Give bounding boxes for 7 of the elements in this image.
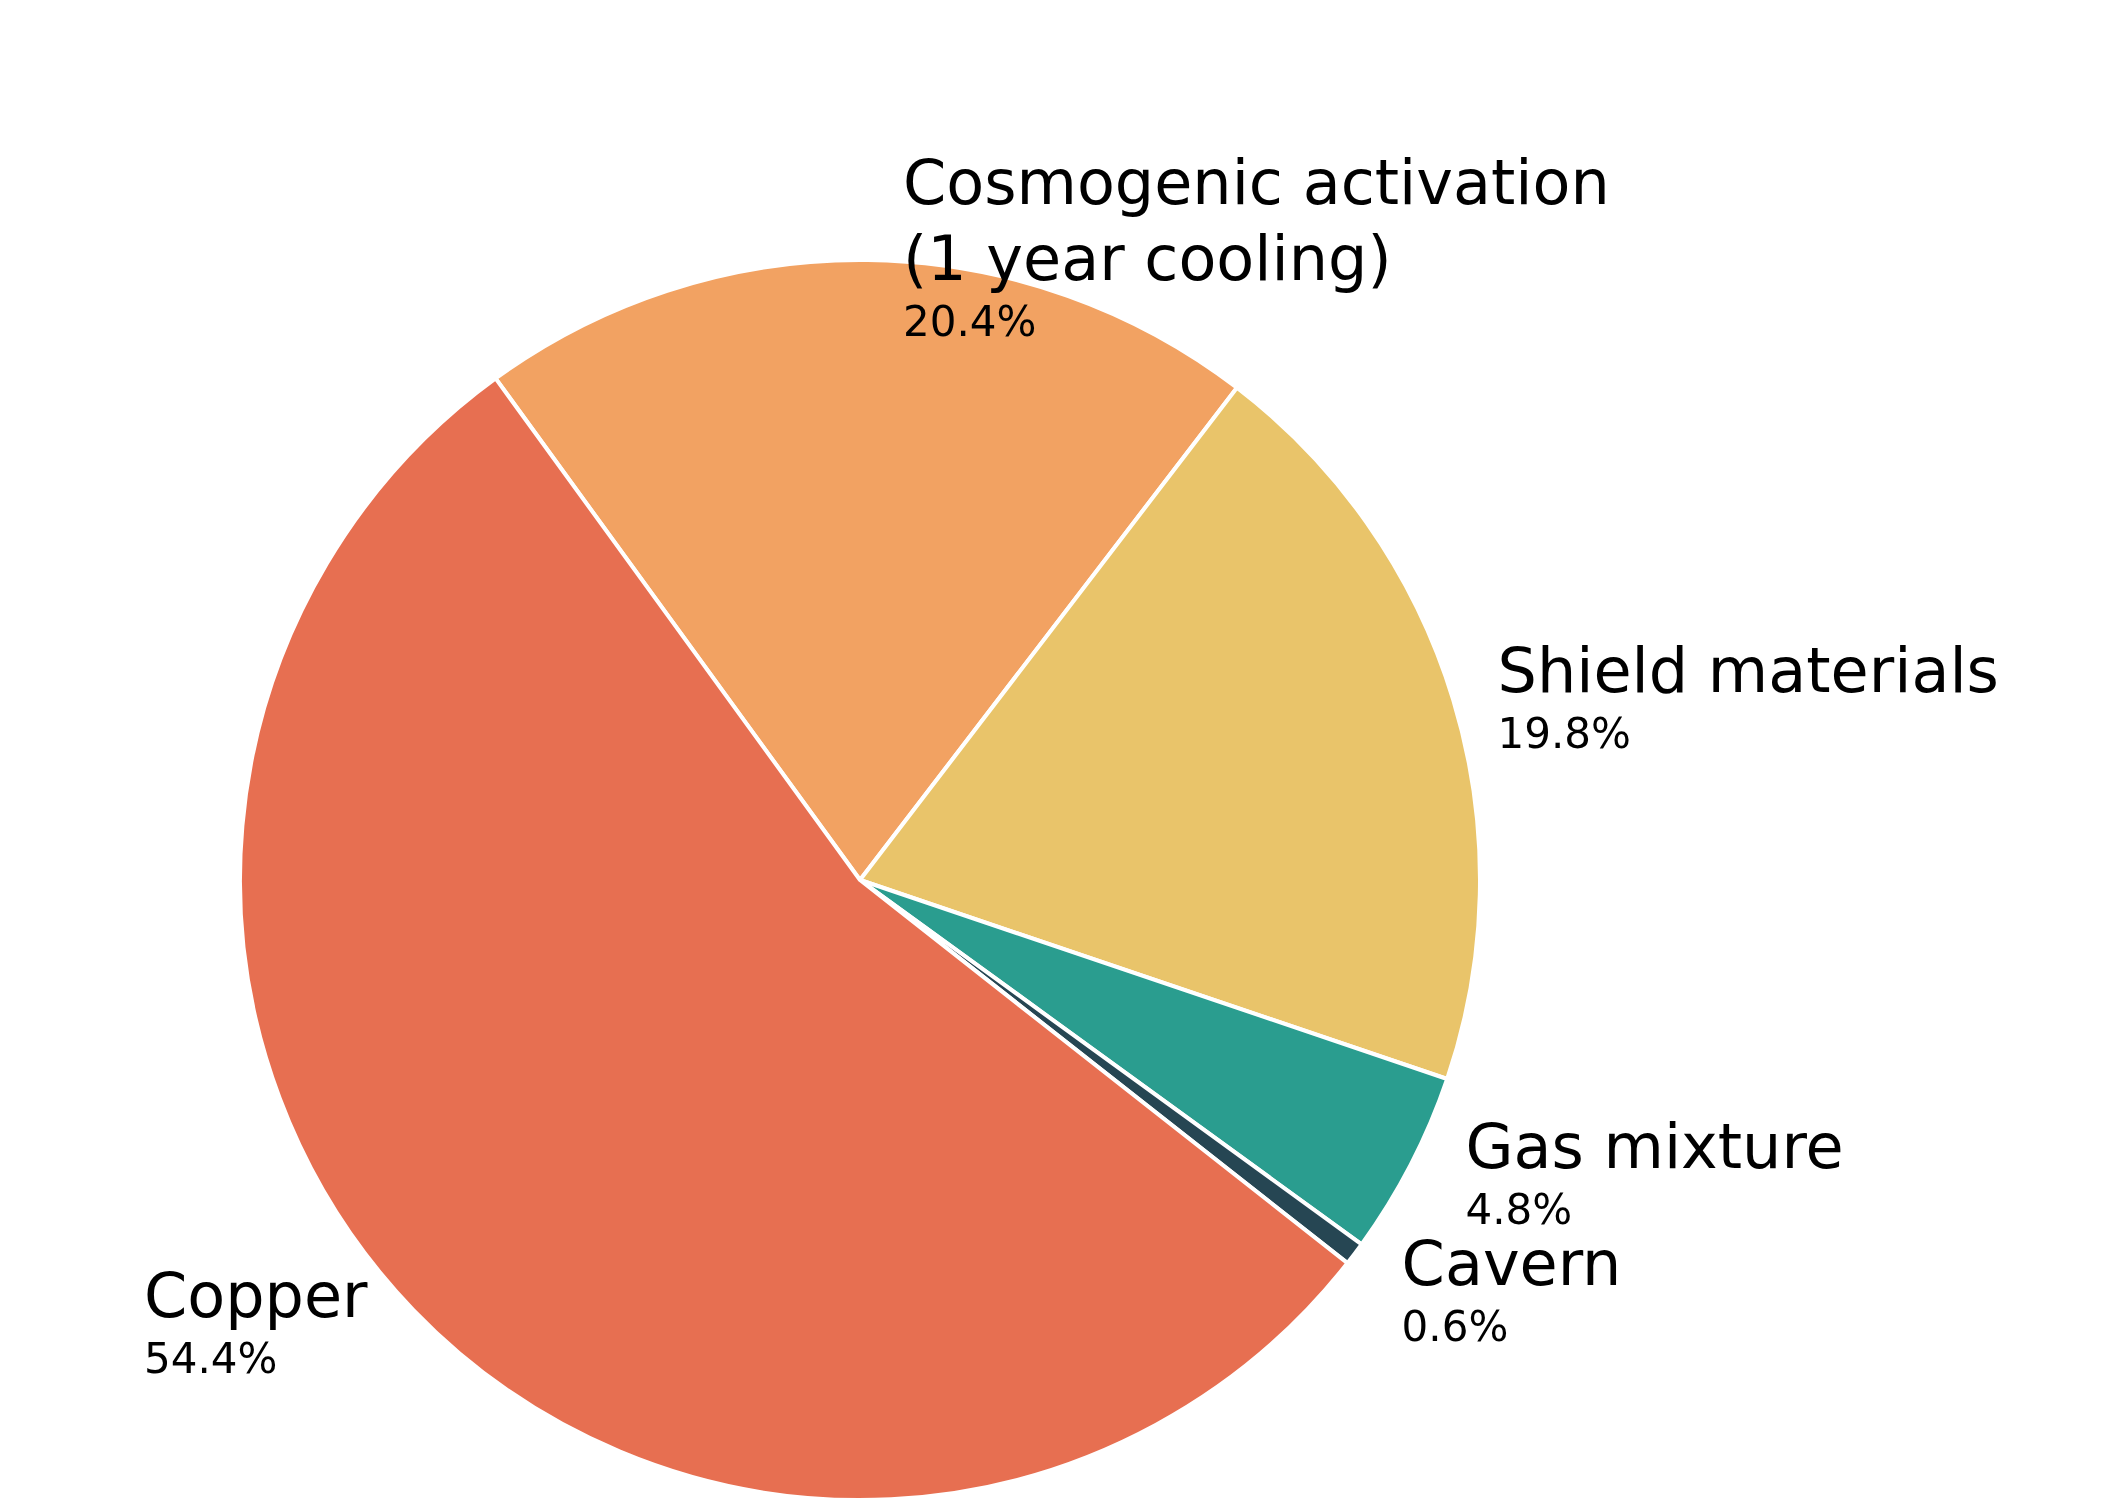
data-label: 54.4%: [144, 1333, 278, 1383]
slice-label: Copper: [144, 1258, 369, 1332]
data-label: 19.8%: [1497, 708, 1631, 758]
slice-label: Gas mixture: [1465, 1110, 1844, 1184]
data-label: 0.6%: [1401, 1302, 1509, 1352]
slice-label: Shield materials: [1497, 633, 1999, 707]
data-label: 20.4%: [902, 296, 1037, 346]
